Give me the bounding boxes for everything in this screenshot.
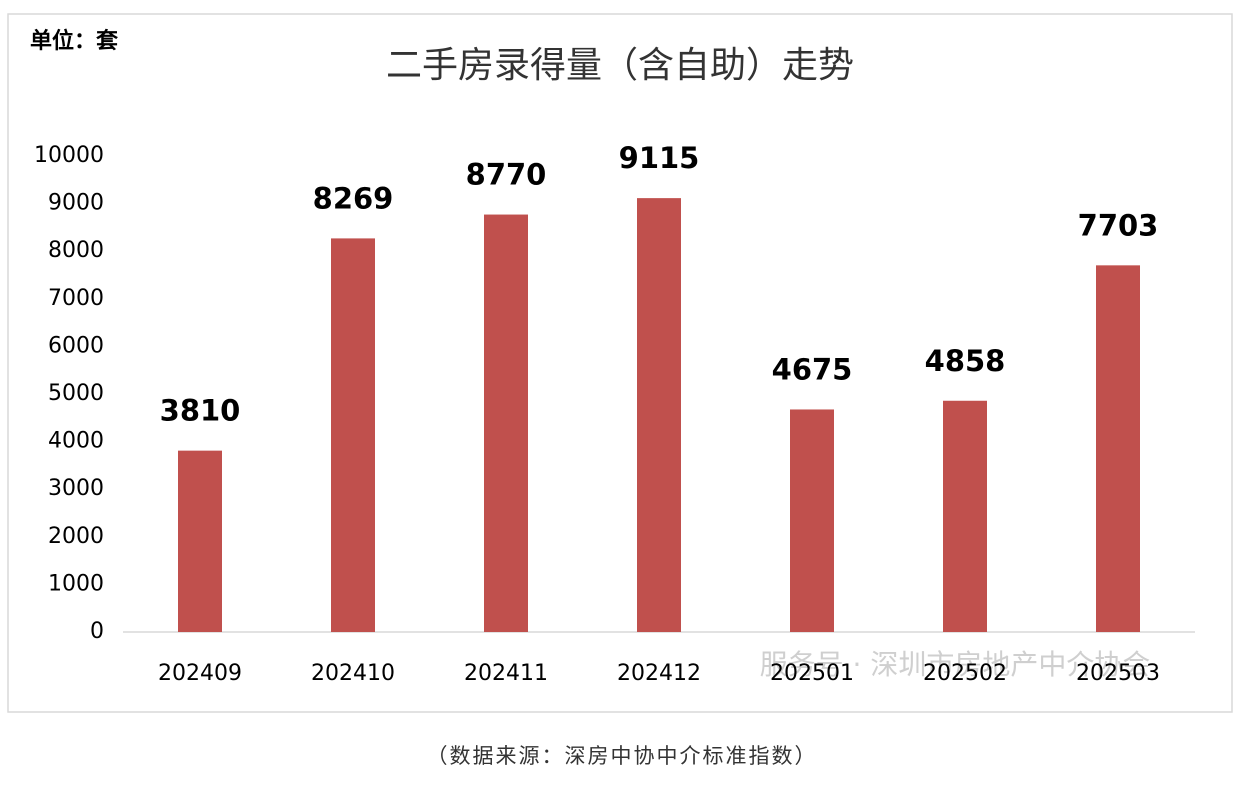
y-tick-label: 8000 (48, 238, 104, 263)
y-tick-label: 5000 (48, 381, 104, 406)
bar (178, 450, 222, 632)
data-label: 8770 (466, 158, 547, 192)
data-label: 4675 (772, 352, 853, 386)
x-tick-label: 202412 (617, 661, 701, 686)
data-label: 8269 (313, 181, 394, 215)
bar (790, 409, 834, 632)
unit-label: 单位：套 (30, 28, 118, 54)
data-label: 3810 (160, 394, 241, 428)
y-tick-label: 2000 (48, 524, 104, 549)
y-tick-label: 7000 (48, 286, 104, 311)
bar (1096, 265, 1140, 632)
bar (637, 198, 681, 632)
x-tick-label: 202501 (770, 661, 854, 686)
y-tick-label: 3000 (48, 476, 104, 501)
chart-title: 二手房录得量（含自助）走势 (386, 45, 854, 86)
y-tick-label: 4000 (48, 429, 104, 454)
bar (943, 400, 987, 632)
y-tick-label: 10000 (34, 143, 104, 168)
bar (331, 238, 375, 632)
x-tick-label: 202411 (464, 661, 548, 686)
bar (484, 214, 528, 632)
x-tick-label: 202503 (1076, 661, 1160, 686)
data-label: 7703 (1078, 208, 1159, 242)
y-tick-label: 0 (90, 619, 104, 644)
watermark: 服务号 · 深圳市房地产中介协会 (760, 648, 1151, 681)
source-note: （数据来源：深房中协中介标准指数） (427, 744, 818, 768)
data-label: 9115 (619, 141, 700, 175)
y-tick-label: 9000 (48, 191, 104, 216)
x-tick-label: 202409 (158, 661, 242, 686)
x-tick-label: 202502 (923, 661, 1007, 686)
y-tick-label: 6000 (48, 333, 104, 358)
x-tick-label: 202410 (311, 661, 395, 686)
data-label: 4858 (925, 344, 1006, 378)
y-tick-label: 1000 (48, 571, 104, 596)
